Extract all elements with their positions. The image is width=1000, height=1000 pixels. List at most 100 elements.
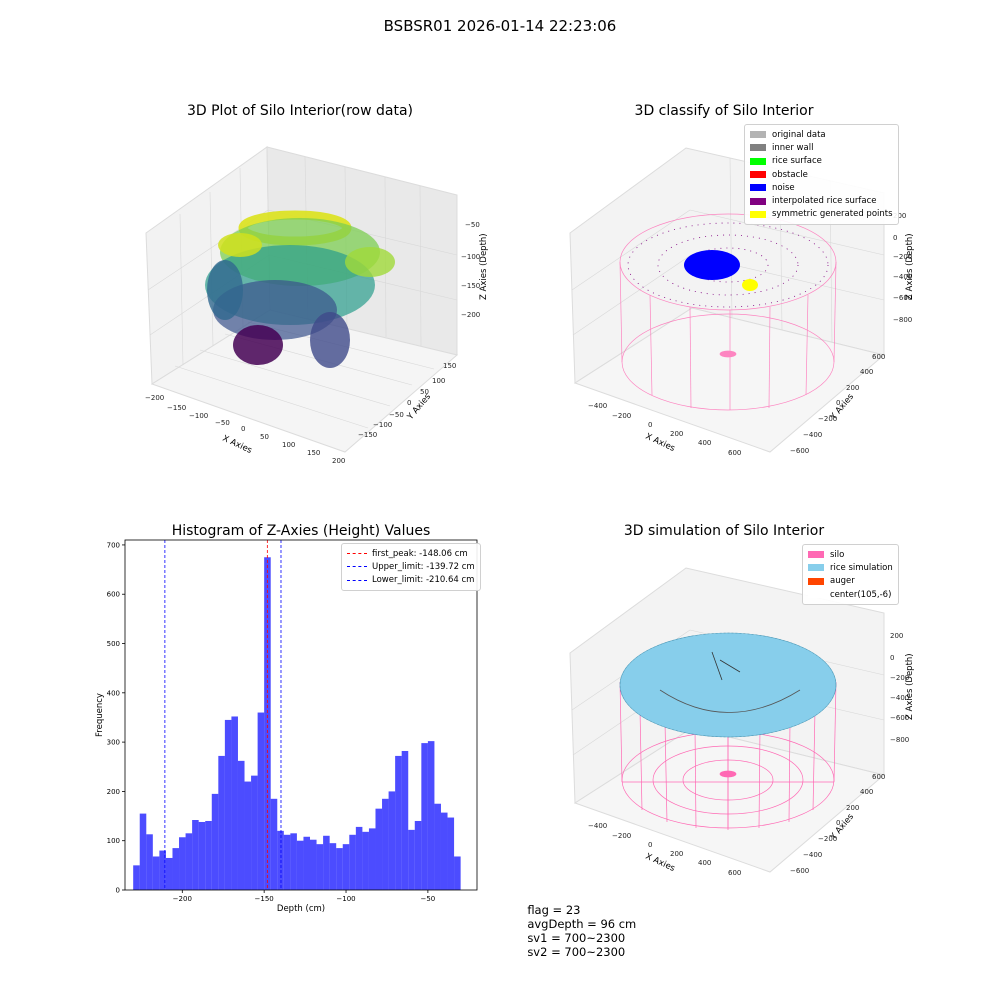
legend-entry-auger: auger <box>808 575 893 588</box>
histogram-bar <box>395 755 402 890</box>
histogram-bar <box>375 808 383 890</box>
svg-text:−200: −200 <box>890 674 909 682</box>
svg-text:−400: −400 <box>803 431 822 439</box>
svg-text:−50: −50 <box>215 419 230 427</box>
legend-entry-silo: silo <box>808 548 893 561</box>
svg-text:−400: −400 <box>803 851 822 859</box>
histogram-bar <box>205 820 212 890</box>
raw-x-label: X Axies <box>221 434 254 457</box>
svg-text:−800: −800 <box>893 316 912 324</box>
histogram-reference-lines <box>164 540 282 890</box>
svg-text:0: 0 <box>893 234 897 242</box>
histogram-y-tick-label: 600 <box>107 591 120 599</box>
legend-entry-first-peak: first_peak: -148.06 cm <box>347 547 475 560</box>
histogram-y-tick-label: 700 <box>107 541 120 549</box>
svg-text:600: 600 <box>872 773 885 781</box>
classify-z-label: Z Axies (Depth) <box>905 233 915 300</box>
svg-text:50: 50 <box>260 433 269 441</box>
histogram-bar <box>185 833 193 890</box>
histogram-bars <box>133 557 461 890</box>
histogram-bar <box>192 820 199 890</box>
histogram-bar <box>165 857 173 890</box>
status-sv2: sv2 = 700~2300 <box>527 945 626 959</box>
histogram-bar <box>401 750 409 890</box>
svg-text:−100: −100 <box>373 421 392 429</box>
histogram-bar <box>224 719 232 890</box>
svg-text:200: 200 <box>890 632 903 640</box>
svg-text:200: 200 <box>846 804 859 812</box>
histogram-bar <box>211 793 219 890</box>
histogram-bar <box>257 712 265 890</box>
histogram-x-tick-label: −100 <box>336 895 355 903</box>
svg-text:−400: −400 <box>893 273 912 281</box>
svg-text:0: 0 <box>407 399 411 407</box>
histogram-bar <box>179 837 186 890</box>
svg-text:−200: −200 <box>612 832 631 840</box>
histogram-bar <box>427 741 435 890</box>
histogram-bar <box>329 843 337 890</box>
svg-text:150: 150 <box>443 362 456 370</box>
simulation-z-label: Z Axies (Depth) <box>905 653 915 720</box>
histogram-y-tick-label: 500 <box>107 640 120 648</box>
svg-text:−100: −100 <box>189 412 208 420</box>
svg-text:0: 0 <box>836 399 840 407</box>
svg-text:−150: −150 <box>167 404 186 412</box>
histogram-frame <box>124 539 478 891</box>
figure-title: BSBSR01 2026-01-14 22:23:06 <box>383 17 617 35</box>
histogram-bar <box>277 830 284 890</box>
classify-interp-surface <box>627 222 829 308</box>
svg-text:0: 0 <box>836 819 840 827</box>
histogram-bar <box>362 831 369 890</box>
histogram-bar <box>342 844 350 890</box>
legend-entry-lower-limit: Lower_limit: -210.64 cm <box>347 574 475 587</box>
raw-plot-title: 3D Plot of Silo Interior(row data) <box>186 103 414 119</box>
simulation-legend: silo rice simulation auger center(105,-6… <box>802 544 899 606</box>
svg-text:0: 0 <box>648 421 652 429</box>
histogram-bar <box>310 839 317 890</box>
svg-text:−50: −50 <box>389 411 404 419</box>
histogram-x-tick-label: −150 <box>255 895 274 903</box>
histogram-bar <box>454 856 461 890</box>
simulation-rice-surface <box>619 632 837 738</box>
histogram-x-tick-label: −200 <box>173 895 192 903</box>
svg-text:−400: −400 <box>588 402 607 410</box>
histogram-bar <box>447 817 455 890</box>
classify-noise-cluster <box>684 250 740 280</box>
histogram-y-tick-label: 200 <box>107 788 120 796</box>
raw-z-label: Z Axies (Depth) <box>479 233 489 300</box>
svg-text:−400: −400 <box>588 822 607 830</box>
svg-text:600: 600 <box>728 449 741 457</box>
svg-text:200: 200 <box>670 850 683 858</box>
histogram-bar <box>139 813 147 890</box>
histogram-legend: first_peak: -148.06 cm Upper_limit: -139… <box>341 543 481 591</box>
svg-text:400: 400 <box>698 859 711 867</box>
histogram-bar <box>251 775 258 890</box>
svg-text:200: 200 <box>670 430 683 438</box>
histogram-bar <box>303 836 311 890</box>
histogram-bar <box>368 828 376 890</box>
histogram-bar <box>244 781 252 890</box>
legend-entry-inner-wall: inner wall <box>750 141 893 154</box>
legend-entry-noise: noise <box>750 181 893 194</box>
histogram-bar <box>336 848 343 890</box>
svg-text:−600: −600 <box>890 714 909 722</box>
svg-text:400: 400 <box>860 368 873 376</box>
classify-symmetric-points <box>742 279 758 291</box>
svg-text:−200: −200 <box>612 412 631 420</box>
histogram-bar <box>283 834 291 890</box>
histogram-bar <box>355 826 363 890</box>
histogram-bar <box>146 834 153 890</box>
histogram-bar <box>388 791 396 890</box>
svg-text:−50: −50 <box>465 221 480 229</box>
histogram-bar <box>198 821 206 890</box>
histogram-bar <box>270 798 278 890</box>
histogram-bar <box>218 755 225 890</box>
histogram-y-tick-label: 100 <box>107 837 120 845</box>
svg-text:600: 600 <box>872 353 885 361</box>
histogram-bar <box>133 865 140 890</box>
svg-text:−200: −200 <box>461 311 480 319</box>
status-avg-depth: avgDepth = 96 cm <box>527 917 637 931</box>
raw-point-cloud <box>205 210 395 368</box>
legend-entry-upper-limit: Upper_limit: -139.72 cm <box>347 560 475 573</box>
histogram-y-tick-label: 300 <box>107 739 120 747</box>
